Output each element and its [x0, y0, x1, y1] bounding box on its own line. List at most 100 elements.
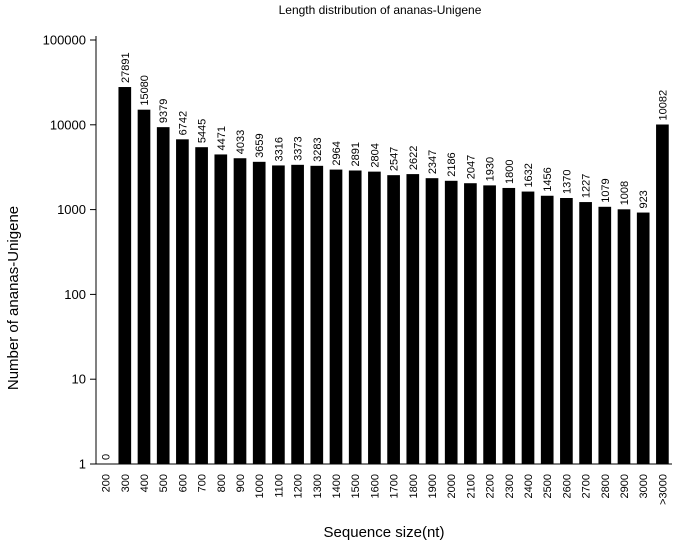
x-tick-label: 1200 — [293, 474, 305, 498]
bar — [156, 127, 170, 464]
x-tick-label: 2900 — [619, 474, 631, 498]
data-label: 3659 — [254, 133, 266, 157]
x-tick-label: 600 — [177, 474, 189, 492]
bar — [560, 198, 573, 464]
data-label: 15080 — [139, 75, 151, 106]
x-tick-label: 2800 — [600, 474, 612, 498]
bar — [579, 202, 592, 464]
bar — [291, 164, 304, 464]
data-label: 2964 — [331, 141, 343, 165]
bars — [118, 87, 669, 465]
x-tick-label: 1400 — [331, 474, 343, 498]
x-tick-label: 1100 — [273, 474, 285, 498]
y-tick-label: 1 — [79, 457, 86, 472]
bar — [214, 154, 228, 464]
data-label: 3283 — [312, 137, 324, 161]
x-tick-label: 300 — [120, 474, 132, 492]
chart-title: Length distribution of ananas-Unigene — [279, 3, 482, 17]
x-tick-label: >3000 — [657, 474, 669, 505]
data-label: 6742 — [177, 111, 189, 135]
x-tick-label: 1900 — [427, 474, 439, 498]
x-tick-label: 1600 — [369, 474, 381, 498]
bar — [464, 183, 477, 464]
x-tick-label: 2600 — [561, 474, 573, 498]
y-tick-label: 1000 — [57, 202, 86, 217]
bar — [387, 175, 400, 464]
data-label: 2186 — [446, 152, 458, 176]
bar — [195, 147, 208, 464]
x-tick-label: 200 — [101, 474, 113, 492]
bar — [636, 212, 650, 464]
y-tick-label: 10 — [72, 372, 86, 387]
x-tick-label: 2000 — [446, 474, 458, 498]
x-tick-label: 1300 — [312, 474, 324, 498]
axes — [95, 36, 672, 465]
bar — [444, 180, 458, 464]
data-label: 2347 — [427, 150, 439, 174]
data-label: 1370 — [561, 170, 573, 194]
y-tick-label: 10000 — [50, 117, 86, 132]
x-tick-label: 1800 — [408, 474, 420, 498]
bar — [540, 195, 554, 464]
data-label: 27891 — [120, 52, 132, 83]
x-tick-label: 1700 — [389, 474, 401, 498]
data-label: 2547 — [389, 147, 401, 171]
bar — [310, 165, 324, 464]
x-axis-ticks: 200 300 400 500 600 700 800 900 1000 1100 1200 1300… — [101, 474, 670, 505]
bar — [425, 178, 439, 465]
x-tick-label: 900 — [235, 474, 247, 492]
data-label: 0 — [101, 454, 113, 460]
bar — [502, 187, 516, 465]
x-tick-label: 2400 — [523, 474, 535, 498]
x-tick-label: 2700 — [581, 474, 593, 498]
bar — [233, 158, 247, 464]
bar — [598, 206, 612, 464]
data-label: 1227 — [581, 174, 593, 198]
bar — [272, 165, 285, 464]
x-tick-label: 2100 — [465, 474, 477, 498]
data-label: 2804 — [369, 143, 381, 167]
data-label: 2891 — [350, 142, 362, 166]
data-label: 9379 — [158, 99, 170, 123]
bar — [656, 124, 669, 464]
x-axis-label: Sequence size(nt) — [324, 524, 445, 541]
data-label: 923 — [638, 190, 650, 208]
y-tick-label: 100000 — [43, 33, 86, 48]
x-tick-label: 1500 — [350, 474, 362, 498]
x-tick-label: 400 — [139, 474, 151, 492]
x-tick-label: 800 — [216, 474, 228, 492]
x-tick-label: 2200 — [485, 474, 497, 498]
data-labels: 0 27891 15080 9379 6742 5445 4471 4033 3659 3316 3… — [101, 52, 670, 460]
x-tick-label: 500 — [158, 474, 170, 492]
bar — [406, 174, 420, 464]
bar — [348, 170, 362, 465]
bar — [329, 169, 343, 465]
y-tick-label: 100 — [64, 287, 86, 302]
data-label: 3373 — [293, 136, 305, 160]
bar — [521, 191, 535, 464]
y-axis-label: Number of ananas-Unigene — [5, 206, 22, 390]
data-label: 4471 — [216, 126, 228, 150]
x-tick-label: 2300 — [504, 474, 516, 498]
bar — [137, 109, 151, 464]
bar — [483, 185, 496, 464]
data-label: 3316 — [273, 137, 285, 161]
x-tick-label: 3000 — [638, 474, 650, 498]
x-tick-label: 2500 — [542, 474, 554, 498]
data-label: 1079 — [600, 178, 612, 202]
data-label: 2622 — [408, 146, 420, 170]
bar — [368, 171, 381, 464]
y-axis-ticks: 1 10 100 1000 10000 100000 — [43, 33, 96, 472]
x-tick-label: 1000 — [254, 474, 266, 498]
data-label: 4033 — [235, 130, 247, 154]
data-label: 1800 — [504, 159, 516, 183]
data-label: 1632 — [523, 163, 535, 187]
bar — [176, 139, 189, 464]
data-label: 5445 — [197, 119, 209, 143]
x-tick-label: 700 — [197, 474, 209, 492]
bar — [118, 87, 132, 464]
data-label: 2047 — [465, 155, 477, 179]
data-label: 1930 — [485, 157, 497, 181]
data-label: 10082 — [657, 90, 669, 121]
